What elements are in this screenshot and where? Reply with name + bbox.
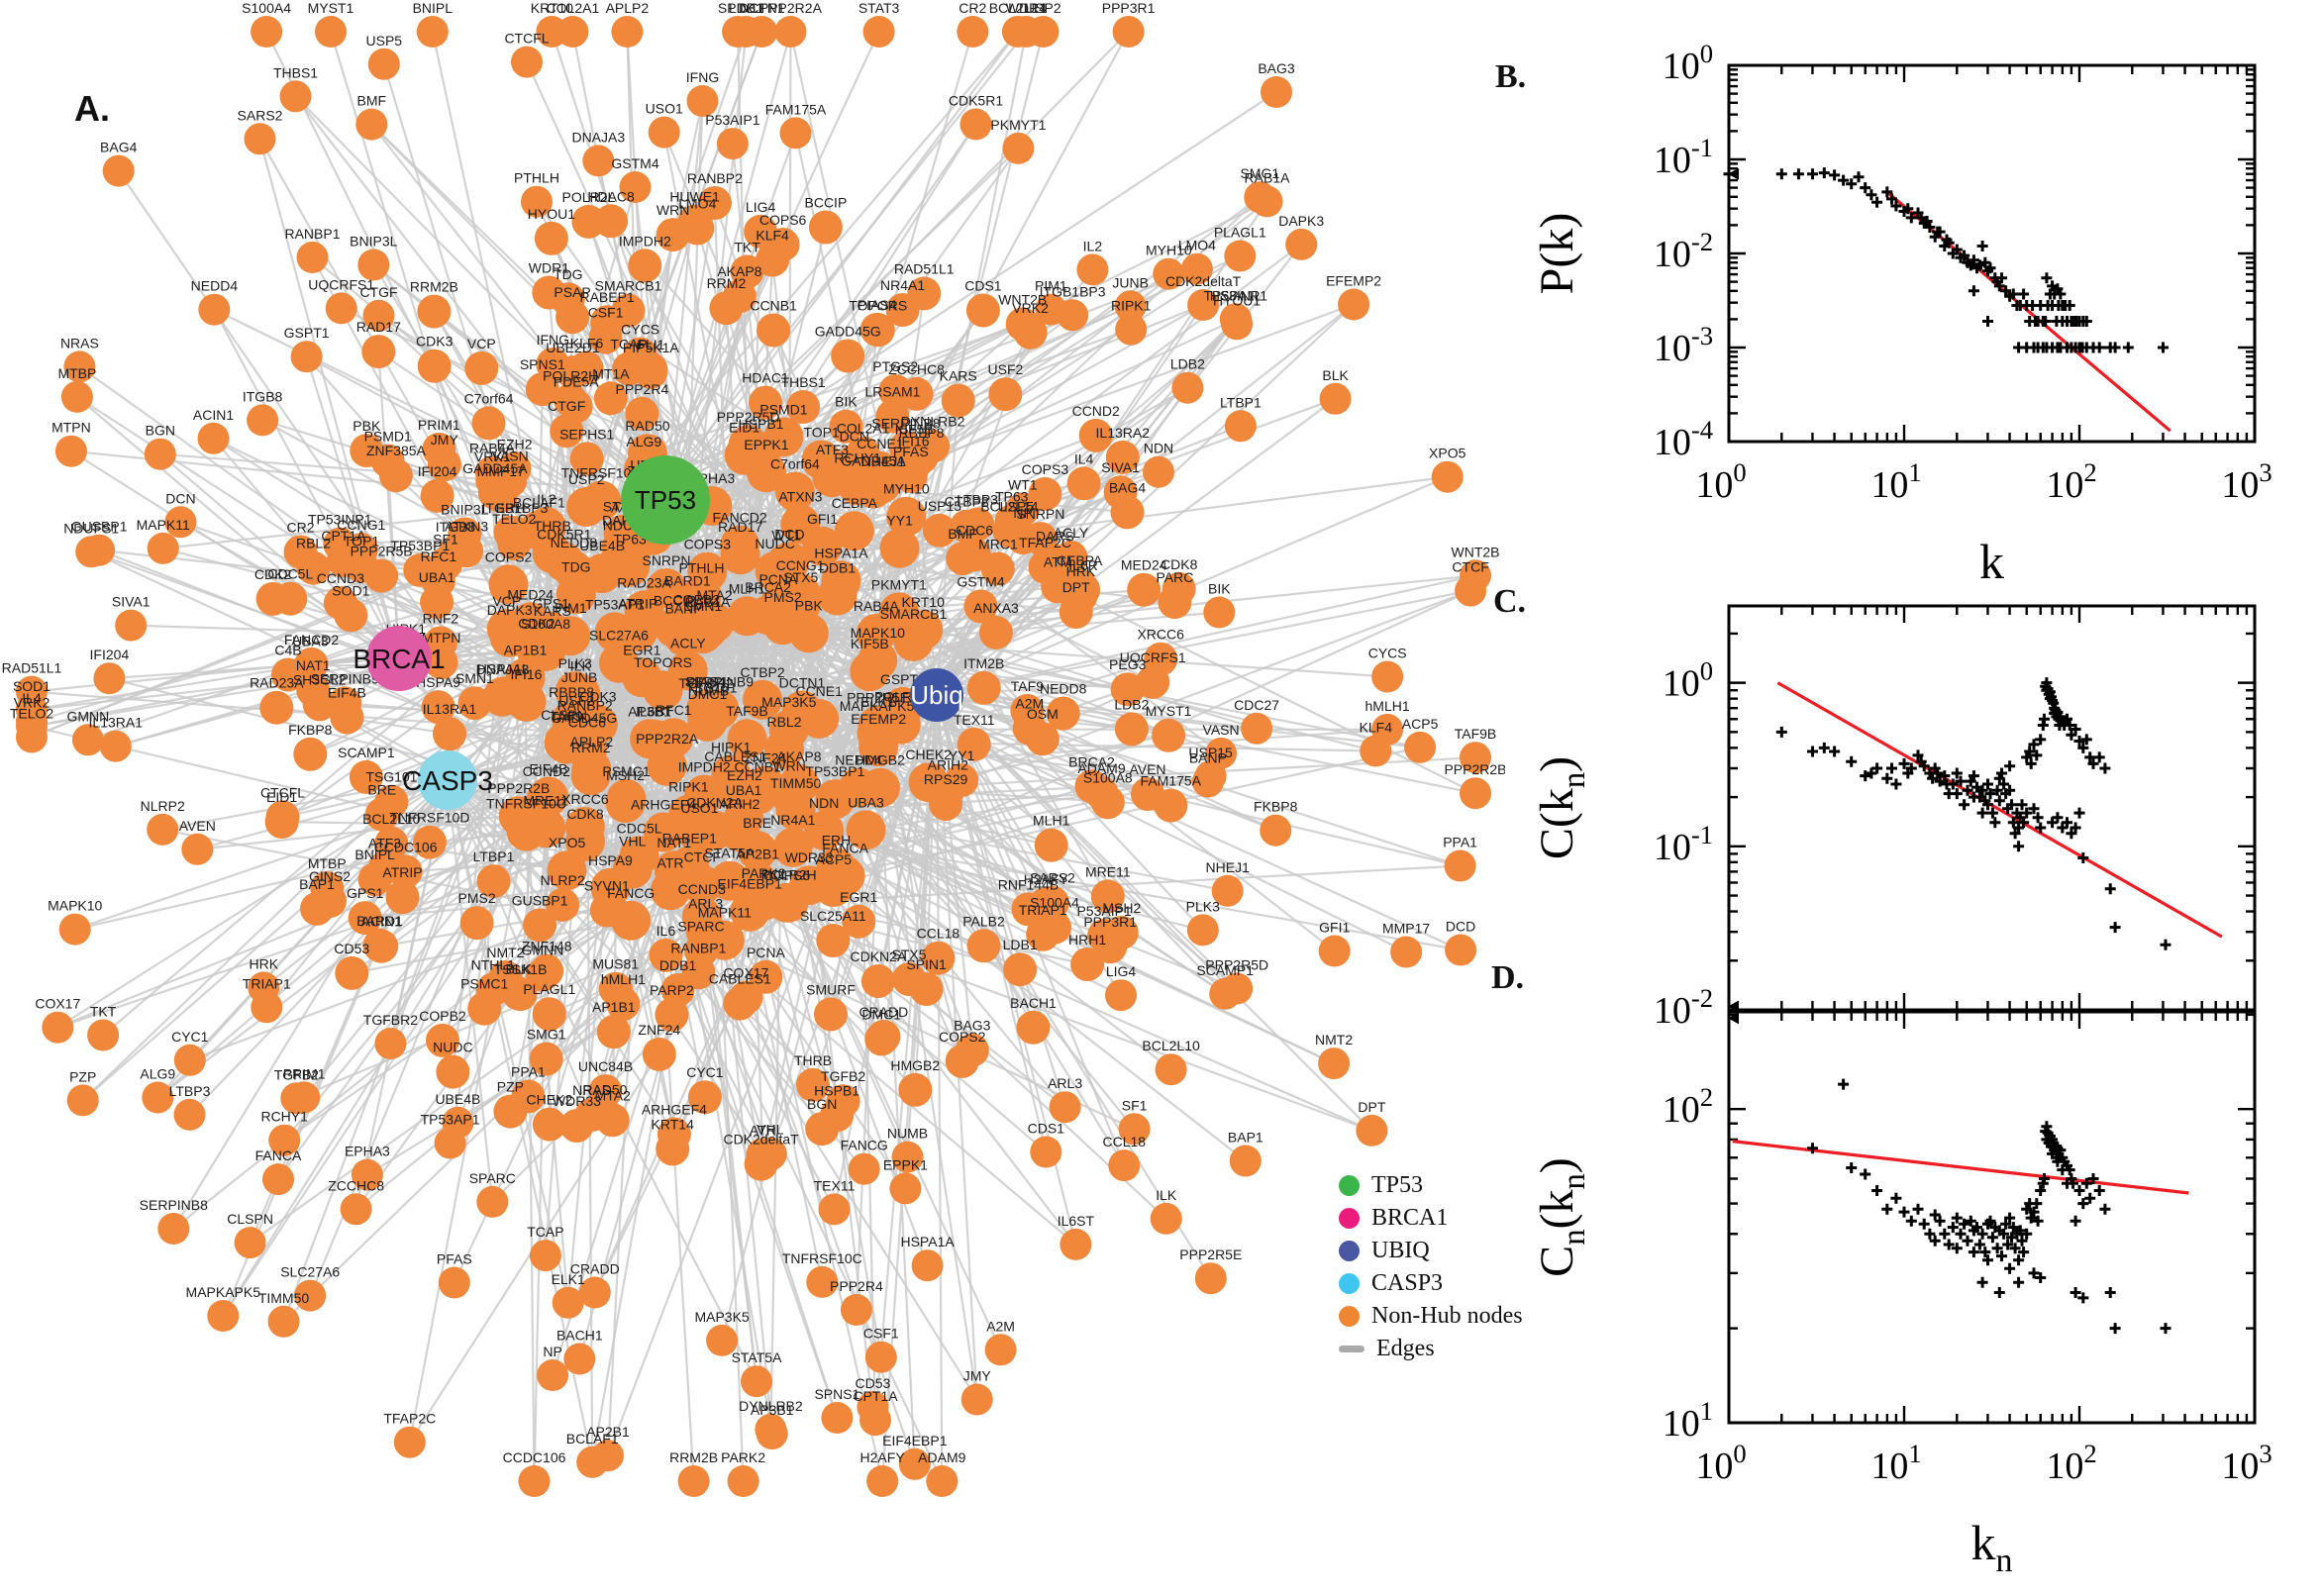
network-edge [56,717,820,1029]
plot-ckn-vs-kn: 100 10-1 10-2 C(kn) [1531,604,2257,1032]
network-edge [446,779,593,1116]
network-edge [180,521,790,731]
power-law-fit-line [1732,1140,2189,1195]
casp3-color-swatch [1339,1272,1360,1294]
network-edge [31,569,574,723]
axis-label: Cn(kn) [1531,1157,1592,1277]
panel-b-label: B. [1495,58,1526,95]
panel-a-label: A. [74,88,110,129]
panel-c-label: C. [1493,583,1526,620]
legend-label: CASP3 [1371,1269,1444,1296]
ubiq-color-swatch [1339,1240,1360,1261]
axis-label: P(k) [1531,213,1583,295]
legend-label: UBIQ [1371,1237,1430,1263]
scatter-points [1807,1078,2172,1335]
network-edge [87,569,574,742]
legend-label: Edges [1376,1335,1435,1361]
network-edge [282,650,538,1323]
legend-label: BRCA1 [1371,1204,1449,1231]
brca1-color-swatch [1339,1207,1360,1229]
tick-label: 10-2 [1654,227,1713,275]
network-edge [625,732,877,805]
axis-label: k [1979,534,2004,589]
tick-label: 102 [2046,1439,2096,1487]
tick-label: 10-2 [1654,983,1713,1032]
network-edge [858,786,1136,1130]
panel-d-label: D. [1491,959,1524,996]
plot-frame [1727,63,2257,444]
network-plot: ZNF24C7orf64CDC6S100A8GPS1SNRPNUSF2COPS6… [2,0,1505,1497]
tp53-color-swatch [1339,1174,1360,1196]
tick-label: 100 [1695,457,1746,506]
tick-label: 102 [1663,1082,1713,1131]
network-edge [899,475,1448,549]
edge-color-swatch [1339,1345,1364,1352]
tick-label: 102 [2046,457,2096,506]
network-edge [341,307,649,455]
nonhub-color-swatch [1339,1305,1360,1327]
network-edge [936,694,1056,929]
legend-item-tp53: TP53 [1339,1172,1523,1198]
network-edge [131,624,553,640]
tick-label: 103 [2221,1439,2272,1487]
legend-label: Non-Hub nodes [1371,1302,1523,1329]
tick-label: 100 [1695,1439,1746,1487]
tick-label: 10-1 [1654,820,1713,868]
legend-item-nonhub: Non-Hub nodes [1339,1303,1523,1329]
legend-item-casp3: CASP3 [1339,1270,1523,1296]
legend-item-ubiq: UBIQ [1339,1238,1523,1263]
network-edge [624,31,1028,537]
legend-item-edges: Edges [1339,1336,1523,1361]
legend: TP53 BRCA1 UBIQ CASP3 Non-Hub nodes Edge… [1339,1172,1523,1361]
network-edge [447,738,651,782]
scatter-points [1723,167,2169,353]
network-edge [441,497,654,1042]
tick-label: 101 [1663,1396,1713,1445]
tick-label: 10-4 [1654,415,1713,463]
legend-item-brca1: BRCA1 [1339,1205,1523,1231]
network-edge [776,606,1126,1166]
tick-label: 100 [1663,656,1713,705]
axis-label: C(kn) [1531,756,1592,859]
network-edge [585,31,763,508]
tick-label: 101 [1870,457,1921,506]
network-edge [877,746,978,1400]
tick-label: 101 [1870,1439,1921,1487]
tick-label: 10-1 [1654,133,1713,181]
tick-label: 100 [1663,39,1713,87]
network-edge [563,560,902,726]
tick-label: 10-3 [1654,321,1713,369]
tick-label: 103 [2221,457,2272,506]
axis-label: kn [1971,1515,2013,1579]
scatter-points [1775,677,2172,950]
network-edge [447,779,625,1005]
power-law-fit-line [1776,681,2223,939]
legend-label: TP53 [1371,1171,1424,1198]
network-edge [294,95,649,454]
network-edge [78,365,758,851]
